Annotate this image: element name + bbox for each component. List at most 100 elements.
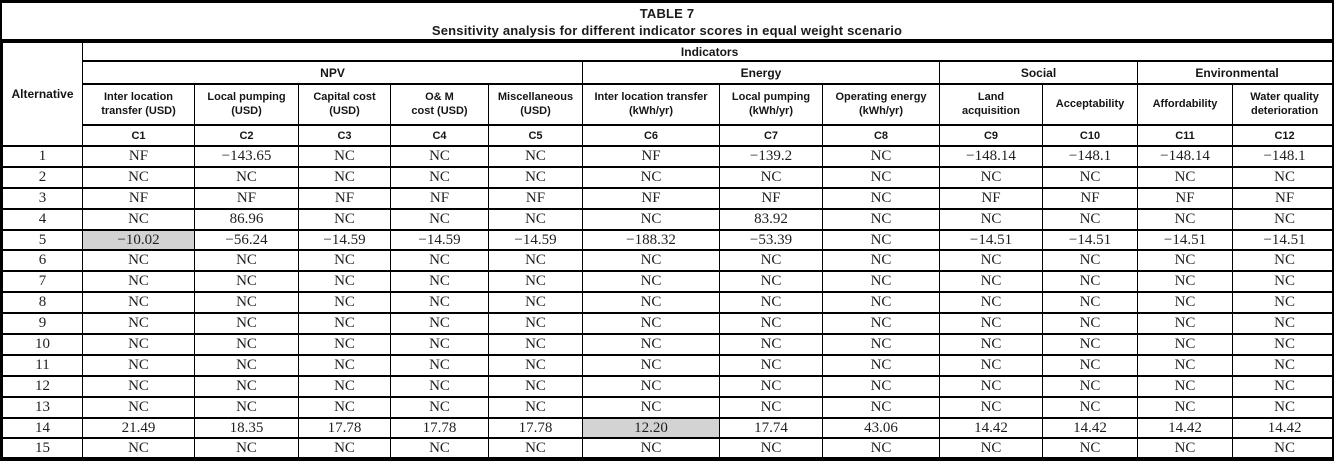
table-cell: NC [488, 395, 583, 419]
table-cell: NC [194, 395, 299, 419]
table-row: 9 NC NC NC NC NC NC NC NC NC NC NC NC [2, 312, 1332, 336]
table-cell: NC [719, 333, 823, 356]
table-cell: NC [582, 353, 720, 377]
column-header-C12: Water quality deterioration [1231, 83, 1332, 126]
table-cell: NF [1042, 186, 1138, 210]
table-cell: −14.51 [1231, 228, 1332, 252]
table-number: TABLE 7 [639, 6, 695, 21]
column-code-C7: C7 [719, 124, 823, 147]
table-cell: −148.1 [1042, 145, 1138, 168]
highlighted-cell-C6: 12.20 [582, 416, 720, 440]
table-row: 2 NC NC NC NC NC NC NC NC NC NC NC NC [2, 165, 1332, 189]
table-cell: NC [1042, 207, 1138, 231]
column-code-C8: C8 [822, 124, 940, 147]
table-cell: NC [390, 165, 489, 189]
column-code-C1: C1 [82, 124, 195, 147]
table-cell: NF [1137, 186, 1233, 210]
table-cell: −14.59 [488, 228, 583, 252]
row-alternative-number: 4 [2, 207, 83, 231]
table-cell: NC [390, 353, 489, 377]
table-cell: NC [1231, 270, 1332, 294]
table-cell: NC [719, 165, 823, 189]
table-cell: NC [1137, 207, 1233, 231]
table-cell: NC [82, 437, 195, 457]
column-code-C6: C6 [582, 124, 720, 147]
table-cell: NC [298, 145, 391, 168]
table-cell: NC [1042, 249, 1138, 273]
table-cell: NC [194, 312, 299, 336]
column-header-C1: Inter location transfer (USD) [82, 83, 195, 126]
table-cell: NC [719, 270, 823, 294]
table-cell: NC [390, 270, 489, 294]
table-cell: NC [719, 395, 823, 419]
table-cell: NC [719, 249, 823, 273]
table-cell: NC [1137, 374, 1233, 398]
table-cell: NC [1231, 207, 1332, 231]
table-cell: NC [82, 353, 195, 377]
table-cell: NC [1137, 165, 1233, 189]
table-cell: NC [939, 249, 1043, 273]
table-cell: NC [1137, 333, 1233, 356]
table-row: 8 NC NC NC NC NC NC NC NC NC NC NC NC [2, 291, 1332, 315]
table-cell: NC [582, 207, 720, 231]
table-cell: NF [582, 186, 720, 210]
column-code-C12: C12 [1231, 124, 1332, 147]
alternative-column-header: Alternative [2, 41, 83, 147]
table-cell: NC [390, 249, 489, 273]
column-code-C10: C10 [1042, 124, 1138, 147]
table-cell: NC [719, 374, 823, 398]
table-cell: NF [719, 186, 823, 210]
table-row: 12 NC NC NC NC NC NC NC NC NC NC NC NC [2, 374, 1332, 398]
table-cell: 17.74 [719, 416, 823, 440]
table-cell: NC [82, 165, 195, 189]
table-cell: NC [194, 291, 299, 315]
row-alternative-number: 15 [2, 437, 83, 457]
table-cell: NC [719, 291, 823, 315]
table-cell: NC [939, 207, 1043, 231]
table-cell: NC [194, 249, 299, 273]
column-code-C5: C5 [488, 124, 583, 147]
table-cell: NC [390, 291, 489, 315]
table-row: 11 NC NC NC NC NC NC NC NC NC NC NC NC [2, 353, 1332, 377]
table-row: 13 NC NC NC NC NC NC NC NC NC NC NC NC [2, 395, 1332, 419]
row-alternative-number: 8 [2, 291, 83, 315]
table-cell: NC [298, 437, 391, 457]
table-cell: NC [822, 186, 940, 210]
group-header-social: Social [939, 60, 1138, 85]
table-cell: NC [82, 291, 195, 315]
table-cell: −53.39 [719, 228, 823, 252]
table-cell: −14.59 [298, 228, 391, 252]
row-alternative-number: 13 [2, 395, 83, 419]
table-cell: NC [1042, 291, 1138, 315]
table-cell: NC [488, 270, 583, 294]
table-cell: NC [194, 374, 299, 398]
table-cell: NC [82, 270, 195, 294]
table-cell: NC [488, 437, 583, 457]
table-cell: NC [822, 395, 940, 419]
table-cell: NC [82, 333, 195, 356]
table-cell: NC [1042, 395, 1138, 419]
table-cell: 18.35 [194, 416, 299, 440]
row-alternative-number: 14 [2, 416, 83, 440]
table-cell: NC [488, 333, 583, 356]
table-cell: NC [822, 312, 940, 336]
table-cell: NC [1042, 165, 1138, 189]
table-cell: NC [582, 165, 720, 189]
table-cell: 14.42 [1042, 416, 1138, 440]
table-cell: NC [582, 395, 720, 419]
table-cell: 83.92 [719, 207, 823, 231]
table-row: 7 NC NC NC NC NC NC NC NC NC NC NC NC [2, 270, 1332, 294]
row-alternative-number: 10 [2, 333, 83, 356]
row-alternative-number: 11 [2, 353, 83, 377]
table-cell: NC [298, 395, 391, 419]
table-cell: NC [298, 333, 391, 356]
table-cell: NC [298, 249, 391, 273]
group-header-npv: NPV [82, 60, 583, 85]
table-cell: NC [1137, 249, 1233, 273]
table-row: 15 NC NC NC NC NC NC NC NC NC NC NC NC [2, 437, 1332, 457]
table-cell: 17.78 [390, 416, 489, 440]
row-alternative-number: 9 [2, 312, 83, 336]
table-cell: 21.49 [82, 416, 195, 440]
table-cell: NC [582, 437, 720, 457]
table-cell: NC [582, 374, 720, 398]
